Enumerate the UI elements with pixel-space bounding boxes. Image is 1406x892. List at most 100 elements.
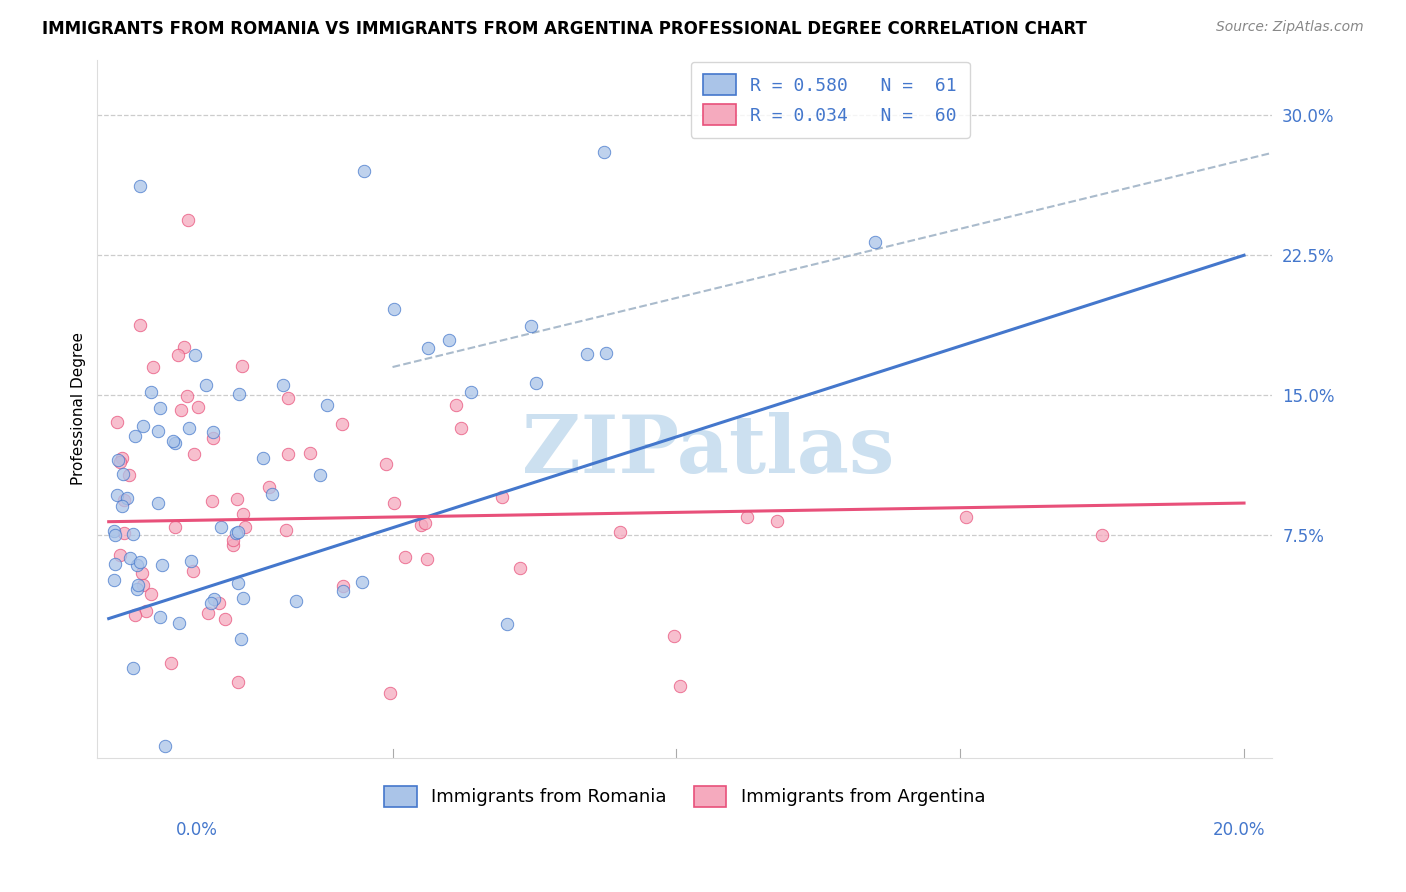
Point [146,424,169,438]
Point [444,398,467,412]
Point [225,526,247,541]
Point [235,520,257,534]
Point [149,401,172,415]
Point [593,145,616,160]
Point [274,524,297,538]
Point [262,486,284,500]
Point [111,451,134,466]
Point [208,596,231,610]
Point [382,496,405,510]
Point [165,435,187,450]
Point [118,550,141,565]
Point [141,385,163,400]
Point [352,574,374,589]
Point [146,496,169,510]
Point [165,520,187,534]
Point [162,434,184,449]
Point [257,480,280,494]
Point [409,517,432,532]
Point [105,415,128,429]
Point [104,558,127,572]
Point [167,616,190,631]
Text: IMMIGRANTS FROM ROMANIA VS IMMIGRANTS FROM ARGENTINA PROFESSIONAL DEGREE CORRELA: IMMIGRANTS FROM ROMANIA VS IMMIGRANTS FR… [42,20,1087,37]
Point [121,527,143,541]
Point [735,509,758,524]
Point [766,514,789,528]
Point [226,576,249,591]
Point [491,490,513,504]
Point [418,341,440,355]
Point [135,604,157,618]
Point [177,421,200,435]
Point [955,510,977,524]
Point [378,686,401,700]
Point [127,577,149,591]
Point [214,612,236,626]
Point [127,558,149,572]
Point [226,491,249,506]
Point [107,453,129,467]
Point [124,608,146,623]
Point [201,425,224,440]
Point [111,499,134,513]
Point [863,235,886,250]
Point [194,377,217,392]
Point [103,574,125,588]
Point [231,359,253,374]
Point [299,445,322,459]
Point [209,520,232,534]
Point [439,333,461,347]
Point [524,376,547,390]
Point [609,524,631,539]
Point [197,606,219,620]
Point [413,516,436,531]
Point [170,402,193,417]
Point [353,164,375,178]
Point [332,579,354,593]
Text: 0.0%: 0.0% [176,821,218,838]
Point [277,447,299,461]
Point [149,610,172,624]
Point [252,450,274,465]
Text: Source: ZipAtlas.com: Source: ZipAtlas.com [1216,20,1364,34]
Point [595,346,617,360]
Point [222,538,245,552]
Point [177,213,200,227]
Point [309,468,332,483]
Point [284,594,307,608]
Point [509,560,531,574]
Point [1091,527,1114,541]
Point [105,488,128,502]
Point [184,348,207,362]
Point [576,347,599,361]
Point [108,548,131,562]
Point [104,528,127,542]
Point [166,349,188,363]
Point [129,318,152,333]
Point [200,596,222,610]
Point [187,400,209,414]
Point [232,507,254,521]
Point [131,419,153,434]
Point [519,319,541,334]
Point [121,661,143,675]
Legend: Immigrants from Romania, Immigrants from Argentina: Immigrants from Romania, Immigrants from… [375,777,994,815]
Point [103,524,125,538]
Point [139,587,162,601]
Point [183,447,205,461]
Point [112,526,135,541]
Point [232,591,254,605]
Point [495,616,517,631]
Point [176,389,198,403]
Point [112,492,135,507]
Point [124,429,146,443]
Point [375,457,398,471]
Point [128,555,150,569]
Point [131,566,153,580]
Text: 20.0%: 20.0% [1213,821,1265,838]
Point [142,359,165,374]
Point [277,391,299,405]
Point [332,583,354,598]
Point [662,629,685,643]
Point [112,467,135,482]
